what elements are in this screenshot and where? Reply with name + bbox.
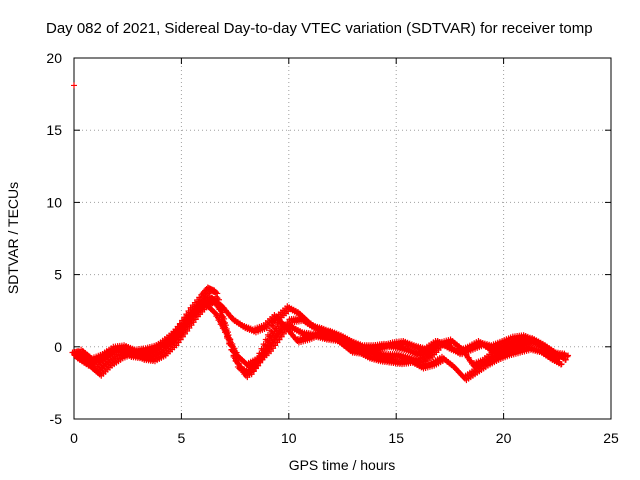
data-point bbox=[231, 345, 238, 352]
data-point bbox=[464, 354, 471, 361]
y-tick-label: 0 bbox=[54, 339, 62, 355]
y-tick-label: -5 bbox=[50, 411, 63, 427]
data-point bbox=[211, 287, 218, 294]
x-tick-label: 15 bbox=[388, 430, 404, 446]
plot-frame bbox=[73, 57, 612, 420]
data-point bbox=[228, 342, 235, 349]
series-sat-track-d bbox=[71, 298, 563, 371]
data-point bbox=[230, 346, 237, 353]
data-point bbox=[226, 337, 233, 344]
axis-ticks: 0 5 10 15 20 25 -5 0 5 10 15 20 bbox=[46, 50, 619, 446]
data-point bbox=[564, 353, 571, 360]
data-point bbox=[224, 333, 231, 340]
y-tick-label: 15 bbox=[46, 122, 62, 138]
data-point bbox=[71, 82, 77, 89]
data-point bbox=[222, 329, 229, 336]
data-point bbox=[233, 349, 240, 356]
data-point bbox=[217, 321, 224, 328]
data-point bbox=[235, 361, 242, 368]
data-point bbox=[215, 317, 222, 324]
data-point bbox=[264, 337, 271, 344]
data-point bbox=[554, 358, 561, 365]
data-point bbox=[558, 361, 565, 368]
data-point bbox=[462, 351, 469, 358]
data-point bbox=[213, 313, 220, 320]
y-axis-label: SDTVAR / TECUs bbox=[5, 182, 21, 294]
chart-title: Day 082 of 2021, Sidereal Day-to-day VTE… bbox=[46, 20, 593, 37]
y-tick-label: 5 bbox=[54, 267, 62, 283]
x-tick-label: 10 bbox=[281, 430, 297, 446]
data-point bbox=[229, 340, 236, 347]
data-point bbox=[460, 348, 467, 355]
x-tick-label: 5 bbox=[178, 430, 186, 446]
data-point bbox=[556, 355, 563, 362]
data-point bbox=[267, 327, 274, 334]
data-point bbox=[227, 336, 234, 343]
series-sat-track-b bbox=[73, 296, 565, 384]
x-tick-label: 25 bbox=[603, 430, 619, 446]
data-point bbox=[232, 358, 239, 365]
series-outlier bbox=[71, 82, 77, 89]
grid bbox=[74, 58, 611, 419]
data-point bbox=[562, 356, 569, 363]
data-point bbox=[211, 309, 218, 316]
data-point bbox=[552, 352, 559, 359]
data-point bbox=[565, 352, 572, 359]
x-tick-label: 20 bbox=[496, 430, 512, 446]
data-point bbox=[466, 357, 473, 364]
x-axis-label: GPS time / hours bbox=[289, 457, 396, 473]
y-tick-label: 10 bbox=[46, 194, 62, 210]
data-point bbox=[225, 332, 232, 339]
x-tick-label: 0 bbox=[70, 430, 78, 446]
data-point bbox=[219, 325, 226, 332]
y-tick-label: 20 bbox=[46, 50, 62, 66]
data-point bbox=[561, 350, 568, 357]
data-points bbox=[69, 82, 572, 384]
data-point bbox=[458, 345, 465, 352]
